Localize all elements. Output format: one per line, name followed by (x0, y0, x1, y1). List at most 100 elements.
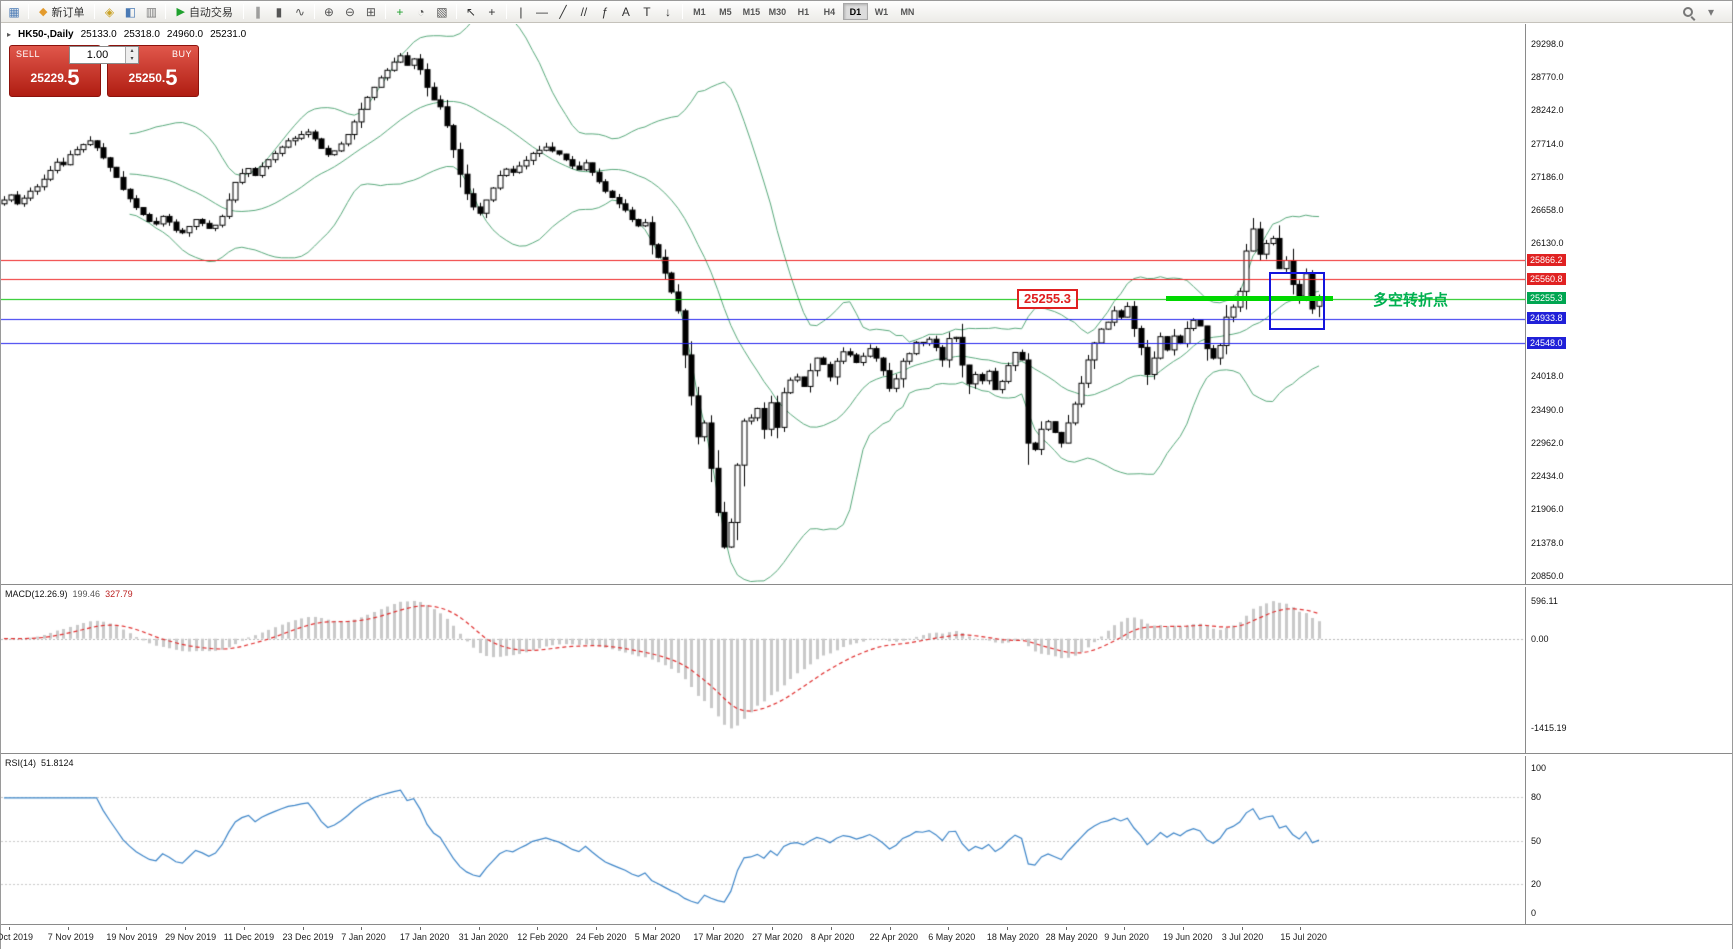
text-icon[interactable]: A (616, 3, 636, 21)
timeframe-m15[interactable]: M15 (742, 6, 761, 17)
price-tick: 21378.0 (1531, 537, 1564, 548)
candlestick-icon[interactable]: ▮ (269, 3, 289, 21)
date-label: 8 Oct 2019 (0, 932, 34, 942)
sell-price: 25229.5 (30, 65, 80, 90)
volume-spinner-down[interactable]: ▾ (126, 55, 138, 63)
toolbar-separator (242, 4, 244, 19)
arrows-icon[interactable]: ↓ (658, 3, 678, 21)
toolbar-separator (455, 4, 457, 19)
periods-icon: ◔ (417, 4, 425, 19)
date-tick (243, 927, 245, 930)
volume-spinner-up[interactable]: ▴ (126, 47, 138, 55)
date-tick (126, 927, 128, 930)
fibonacci-icon[interactable]: ƒ (595, 3, 615, 21)
horizontal-line-icon[interactable]: — (532, 3, 552, 21)
new-order-button-label: 新订单 (51, 6, 85, 19)
trendline-icon: ╱ (559, 4, 567, 19)
timeframe-mn[interactable]: MN (900, 6, 915, 17)
date-label: 7 Nov 2019 (47, 932, 94, 942)
date-tick (713, 927, 715, 930)
templates-icon[interactable]: ▧ (432, 3, 452, 21)
highlight-rectangle[interactable] (1269, 271, 1325, 331)
crosshair-icon[interactable]: + (482, 3, 502, 21)
bar-chart-icon[interactable]: ∥ (248, 3, 268, 21)
market-watch-icon[interactable]: ◈ (99, 3, 119, 21)
search-icon[interactable] (1683, 6, 1693, 17)
dropdown-icon[interactable]: ▾ (1707, 4, 1715, 19)
toolbar-separator (313, 4, 315, 19)
zoom-out-icon[interactable]: ⊖ (340, 3, 360, 21)
buy-label: BUY (171, 49, 192, 59)
ohlc-high: 25318.0 (123, 29, 160, 40)
date-label: 24 Feb 2020 (576, 932, 627, 942)
price-level-label: 24933.8 (1527, 312, 1566, 325)
navigator-icon: ◧ (124, 4, 137, 19)
timeframe-m1[interactable]: M1 (693, 6, 706, 17)
candlestick-icon: ▮ (275, 4, 283, 19)
turning-point-line[interactable] (1166, 296, 1333, 302)
date-label: 11 Dec 2019 (223, 932, 275, 942)
date-label: 22 Apr 2020 (869, 932, 919, 942)
channel-icon[interactable]: // (574, 3, 594, 21)
rsi-scale-label: 100 (1531, 763, 1547, 773)
trendline-icon[interactable]: ╱ (553, 3, 573, 21)
indicators-icon[interactable]: + (390, 3, 410, 21)
label-icon[interactable]: T (637, 3, 657, 21)
indicators-icon: + (396, 4, 404, 19)
price-tick: 20850.0 (1531, 570, 1564, 581)
date-label: 29 Nov 2019 (165, 932, 217, 942)
horizontal-line-icon: — (535, 4, 548, 19)
line-chart-icon[interactable]: ∿ (290, 3, 310, 21)
macd-canvas[interactable] (1, 587, 1525, 754)
price-callout[interactable]: 25255.3 (1017, 288, 1078, 309)
macd-scale-label: -1415.19 (1531, 723, 1567, 734)
periods-icon[interactable]: ◔ (411, 3, 431, 21)
navigator-icon[interactable]: ◧ (120, 3, 140, 21)
main-chart-canvas[interactable] (1, 24, 1525, 585)
buy-price: 25250.5 (128, 65, 178, 90)
timeframe-h1[interactable]: H1 (797, 6, 810, 17)
timeframe-w1[interactable]: W1 (874, 6, 889, 17)
timeframe-d1[interactable]: D1 (842, 3, 868, 20)
vertical-line-icon[interactable]: | (511, 3, 531, 21)
price-tick: 22434.0 (1531, 471, 1564, 482)
date-tick (1183, 927, 1184, 930)
rsi-panel: RSI(14) 51.8124 100 80 50 20 0 (1, 756, 1732, 925)
timeframe-h4[interactable]: H4 (823, 6, 836, 17)
date-label: 27 Mar 2020 (752, 932, 803, 942)
date-label: 18 May 2020 (986, 932, 1039, 942)
price-scale: 29298.0 28770.0 28242.0 27714.0 27186.0 26658… (1525, 24, 1732, 584)
rsi-canvas[interactable] (1, 756, 1525, 925)
autotrading-button[interactable]: ▶ 自动交易 (170, 3, 238, 21)
zoom-in-icon[interactable]: ⊕ (319, 3, 339, 21)
crosshair-icon: + (488, 4, 496, 19)
timeframe-m5[interactable]: M5 (719, 6, 732, 17)
date-label: 12 Feb 2020 (517, 932, 568, 942)
date-label: 17 Mar 2020 (693, 932, 744, 942)
date-tick (419, 927, 421, 930)
toolbar-separator (165, 4, 167, 19)
new-order-button[interactable]: ◆ 新订单 (33, 3, 90, 21)
volume-input[interactable] (70, 47, 125, 63)
price-tick: 26658.0 (1531, 205, 1564, 216)
new-chart-icon[interactable]: ▦ (4, 3, 24, 21)
arrows-icon: ↓ (664, 4, 671, 19)
tile-windows-icon[interactable]: ⊞ (361, 3, 381, 21)
label-icon: T (643, 4, 651, 19)
cursor-icon[interactable]: ↖ (461, 3, 481, 21)
price-tick: 27714.0 (1531, 138, 1564, 149)
price-level-label: 25866.2 (1527, 253, 1566, 266)
date-label: 28 May 2020 (1045, 932, 1098, 942)
timeframe-m30[interactable]: M30 (768, 6, 787, 17)
terminal-icon[interactable]: ▥ (141, 3, 161, 21)
date-label: 3 Jul 2020 (1221, 932, 1264, 942)
price-tick: 28242.0 (1531, 105, 1564, 116)
toolbar-separator (28, 4, 29, 19)
bar-chart-icon: ∥ (254, 4, 261, 19)
rsi-scale: 100 80 50 20 0 (1525, 756, 1732, 924)
price-level-label: 24548.0 (1527, 336, 1566, 349)
date-label: 6 May 2020 (928, 932, 976, 942)
autotrading-button-label: 自动交易 (188, 6, 233, 19)
volume-spinner: ▴ ▾ (125, 47, 138, 63)
